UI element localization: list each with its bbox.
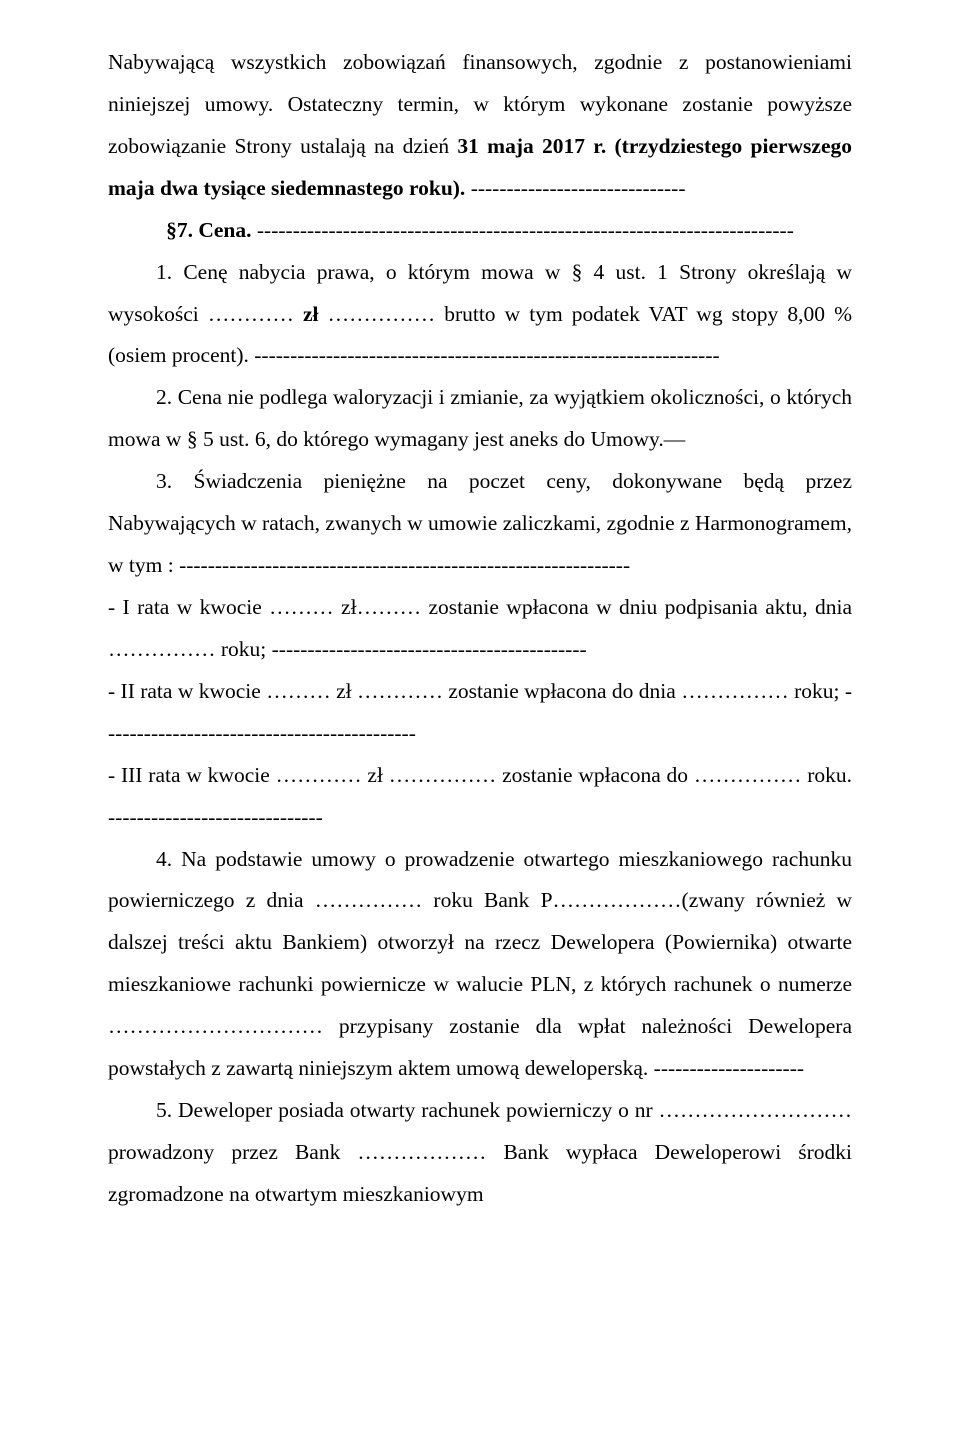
paragraph-3: 3. Świadczenia pieniężne na poczet ceny,… xyxy=(108,461,852,587)
document-page: Nabywającą wszystkich zobowiązań finanso… xyxy=(0,0,960,1452)
paragraph-rate-3: - III rata w kwocie ………… zł …………… zostan… xyxy=(108,755,852,839)
text-intro-dashes: ------------------------------ xyxy=(471,176,686,200)
paragraph-rate-1: - I rata w kwocie ……… zł……… zostanie wpł… xyxy=(108,587,852,671)
text-1b: zł xyxy=(303,302,319,326)
section-heading: §7. Cena. ------------------------------… xyxy=(108,210,852,252)
paragraph-5: 5. Deweloper posiada otwarty rachunek po… xyxy=(108,1090,852,1216)
paragraph-4: 4. Na podstawie umowy o prowadzenie otwa… xyxy=(108,839,852,1091)
section-dashes: ----------------------------------------… xyxy=(257,218,794,242)
paragraph-intro: Nabywającą wszystkich zobowiązań finanso… xyxy=(108,42,852,210)
paragraph-2: 2. Cena nie podlega waloryzacji i zmiani… xyxy=(108,377,852,461)
paragraph-1: 1. Cenę nabycia prawa, o którym mowa w §… xyxy=(108,252,852,378)
paragraph-rate-2: - II rata w kwocie ……… zł ………… zostanie … xyxy=(108,671,852,755)
section-label: §7. Cena. xyxy=(166,218,257,242)
